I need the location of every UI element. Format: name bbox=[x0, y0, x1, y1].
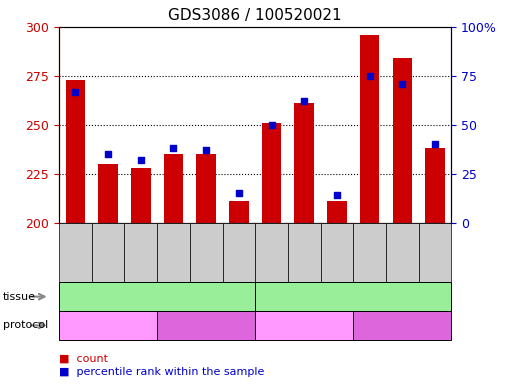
Point bbox=[333, 192, 341, 199]
Text: GSM245355: GSM245355 bbox=[104, 225, 112, 280]
Bar bbox=[262, 123, 281, 223]
Point bbox=[366, 73, 374, 79]
Text: GSM245354: GSM245354 bbox=[71, 225, 80, 280]
Bar bbox=[229, 201, 249, 223]
Point bbox=[300, 98, 308, 104]
Bar bbox=[294, 103, 314, 223]
Text: ■  percentile rank within the sample: ■ percentile rank within the sample bbox=[59, 367, 264, 377]
Bar bbox=[360, 35, 380, 223]
Text: tissue: tissue bbox=[3, 291, 35, 302]
Bar bbox=[327, 201, 347, 223]
Point bbox=[202, 147, 210, 153]
Bar bbox=[392, 58, 412, 223]
Text: iron overload: iron overload bbox=[169, 320, 243, 331]
Text: skeletal muscle: skeletal muscle bbox=[114, 291, 201, 302]
Bar bbox=[98, 164, 118, 223]
Title: GDS3086 / 100520021: GDS3086 / 100520021 bbox=[168, 8, 342, 23]
Point bbox=[431, 141, 439, 147]
Point bbox=[169, 145, 177, 151]
Text: control: control bbox=[285, 320, 324, 331]
Text: GSM245359: GSM245359 bbox=[234, 225, 243, 280]
Point bbox=[235, 190, 243, 197]
Text: GSM245349: GSM245349 bbox=[300, 225, 309, 280]
Point bbox=[398, 81, 406, 87]
Bar bbox=[164, 154, 183, 223]
Point bbox=[104, 151, 112, 157]
Text: ■  count: ■ count bbox=[59, 354, 108, 364]
Point bbox=[267, 122, 275, 128]
Bar bbox=[425, 148, 445, 223]
Text: protocol: protocol bbox=[3, 320, 48, 331]
Text: iron overload: iron overload bbox=[366, 320, 439, 331]
Text: GSM245356: GSM245356 bbox=[136, 225, 145, 280]
Bar bbox=[66, 80, 85, 223]
Text: GSM245351: GSM245351 bbox=[365, 225, 374, 280]
Text: GSM245350: GSM245350 bbox=[332, 225, 342, 280]
Point bbox=[71, 88, 80, 94]
Text: GSM245358: GSM245358 bbox=[202, 225, 211, 280]
Bar bbox=[196, 154, 216, 223]
Point bbox=[136, 157, 145, 163]
Bar bbox=[131, 168, 150, 223]
Text: control: control bbox=[89, 320, 127, 331]
Text: cardiac muscle: cardiac muscle bbox=[311, 291, 396, 302]
Text: GSM245352: GSM245352 bbox=[398, 225, 407, 280]
Text: GSM245353: GSM245353 bbox=[430, 225, 440, 280]
Text: GSM245348: GSM245348 bbox=[267, 225, 276, 280]
Text: GSM245357: GSM245357 bbox=[169, 225, 178, 280]
